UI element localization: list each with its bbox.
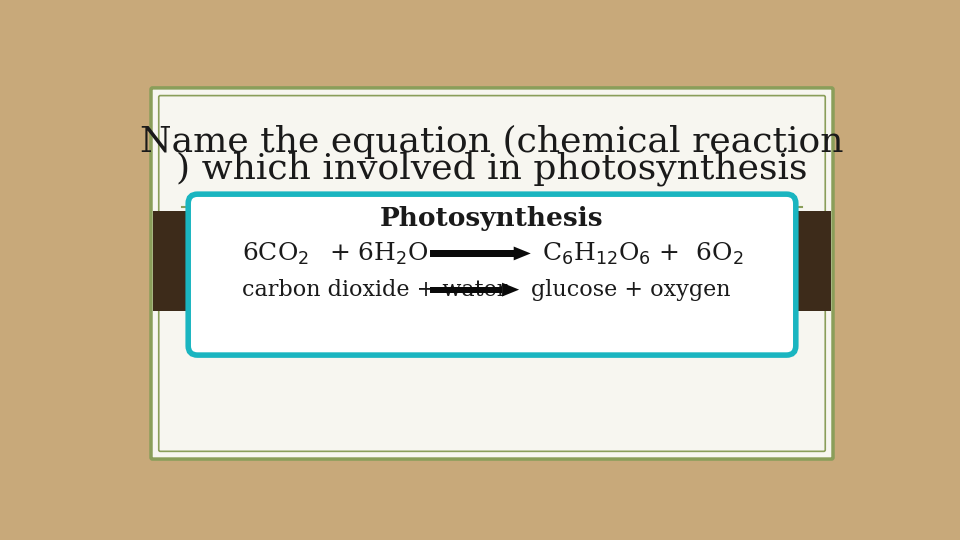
Text: 6CO$_2$: 6CO$_2$ — [243, 240, 309, 267]
Text: glucose + oxygen: glucose + oxygen — [531, 279, 731, 301]
Text: C$_6$H$_{12}$O$_6$ +  6O$_2$: C$_6$H$_{12}$O$_6$ + 6O$_2$ — [542, 240, 744, 267]
Bar — [430, 251, 514, 256]
Polygon shape — [514, 247, 531, 260]
Text: Photosynthesis: Photosynthesis — [380, 206, 604, 231]
Bar — [430, 287, 502, 293]
Text: ) which involved in photosynthesis: ) which involved in photosynthesis — [177, 151, 807, 186]
Text: carbon dioxide + water: carbon dioxide + water — [243, 279, 508, 301]
Bar — [786, 211, 831, 311]
FancyBboxPatch shape — [151, 88, 833, 459]
Polygon shape — [502, 283, 519, 296]
Text: + 6H$_2$O: + 6H$_2$O — [329, 240, 429, 267]
Text: Name the equation (chemical reaction: Name the equation (chemical reaction — [140, 125, 844, 159]
Bar — [153, 211, 198, 311]
FancyBboxPatch shape — [188, 194, 796, 355]
